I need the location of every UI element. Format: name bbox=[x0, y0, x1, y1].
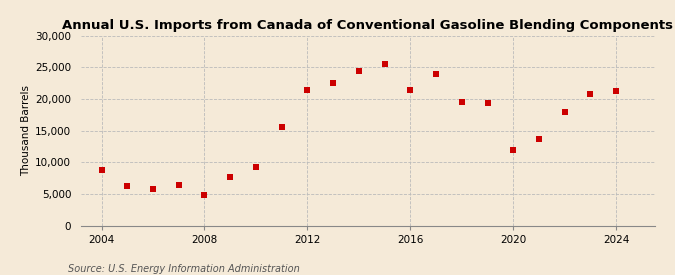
Y-axis label: Thousand Barrels: Thousand Barrels bbox=[21, 85, 31, 176]
Text: Source: U.S. Energy Information Administration: Source: U.S. Energy Information Administ… bbox=[68, 264, 299, 274]
Point bbox=[611, 89, 622, 93]
Point bbox=[431, 72, 441, 76]
Point bbox=[122, 183, 133, 188]
Point bbox=[173, 183, 184, 187]
Point bbox=[533, 137, 544, 141]
Point bbox=[148, 187, 159, 192]
Point bbox=[328, 81, 339, 85]
Point bbox=[302, 87, 313, 92]
Point bbox=[379, 62, 390, 66]
Point bbox=[276, 125, 287, 130]
Point bbox=[405, 87, 416, 92]
Point bbox=[456, 99, 467, 104]
Point bbox=[560, 109, 570, 114]
Point bbox=[482, 101, 493, 106]
Point bbox=[508, 147, 518, 152]
Title: Annual U.S. Imports from Canada of Conventional Gasoline Blending Components: Annual U.S. Imports from Canada of Conve… bbox=[62, 19, 674, 32]
Point bbox=[585, 92, 596, 96]
Point bbox=[225, 175, 236, 179]
Point bbox=[96, 168, 107, 173]
Point bbox=[250, 165, 261, 169]
Point bbox=[354, 68, 364, 73]
Point bbox=[199, 192, 210, 197]
